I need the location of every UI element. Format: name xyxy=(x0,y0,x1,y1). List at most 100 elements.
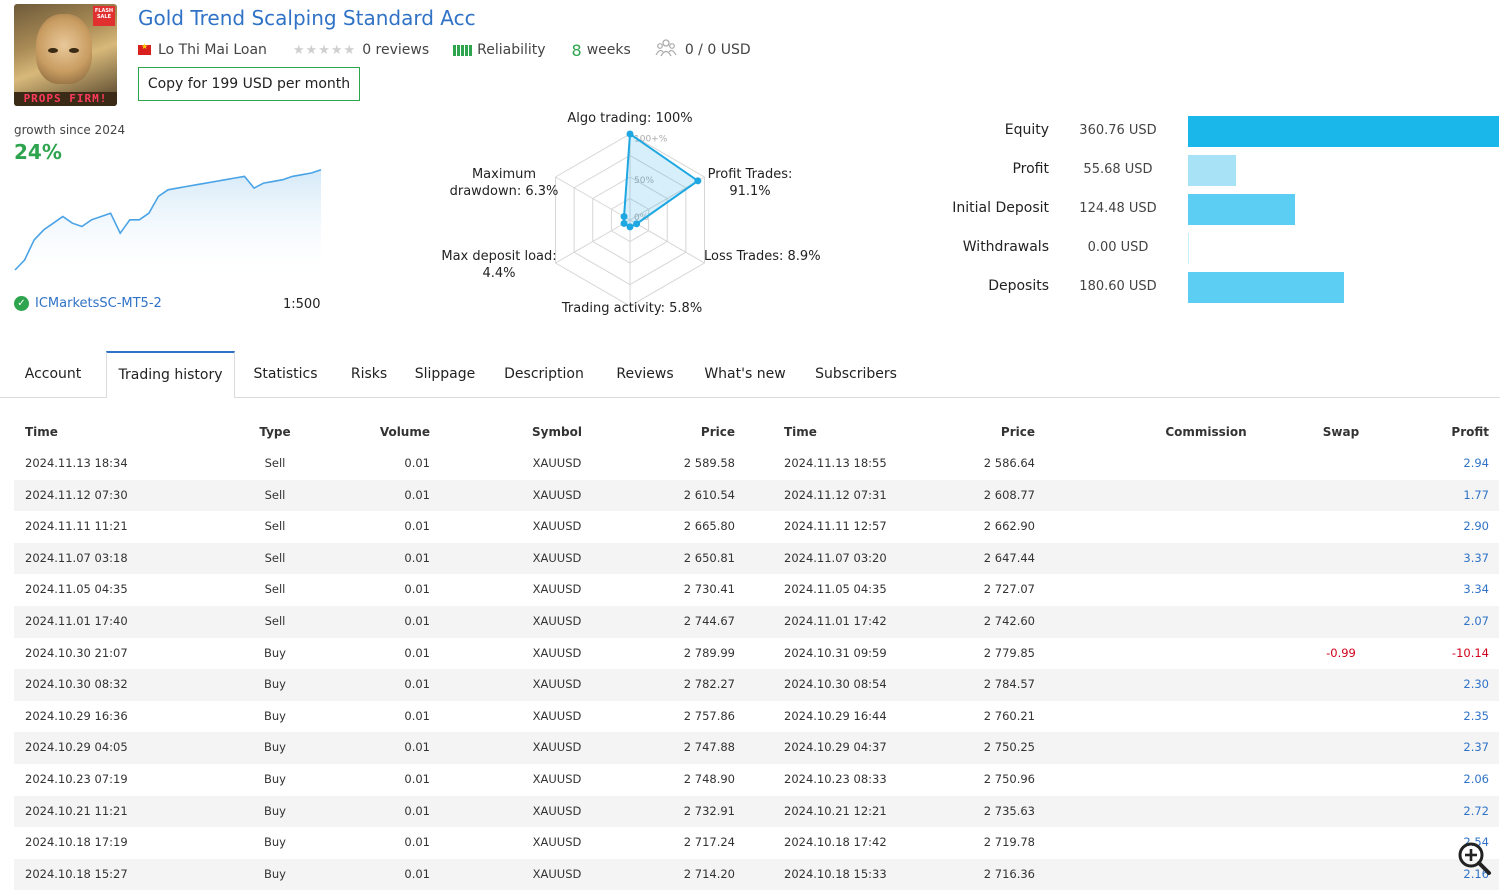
table-cell: Sell xyxy=(264,614,286,628)
table-cell: 2024.10.29 04:37 xyxy=(784,740,887,755)
column-header[interactable]: Type xyxy=(259,425,291,439)
rating-stars-icon: ★★★★★ xyxy=(292,42,357,58)
table-cell: 2.30 xyxy=(1463,677,1489,692)
column-header[interactable]: Commission xyxy=(1165,425,1247,439)
table-cell xyxy=(1146,543,1266,575)
column-header[interactable]: Symbol xyxy=(532,425,582,439)
broker-server[interactable]: ✓ ICMarketsSC-MT5-2 xyxy=(14,296,162,311)
table-cell: XAUUSD xyxy=(532,519,582,534)
table-cell: 2 789.99 xyxy=(683,645,735,660)
column-header[interactable]: Price xyxy=(700,425,735,439)
table-cell: Buy xyxy=(264,677,286,692)
table-cell xyxy=(1281,511,1401,543)
tab-what-s-new[interactable]: What's new xyxy=(704,366,786,382)
table-row: 2024.10.18 17:19 Buy 0.01 XAUUSD 2 717.24 202… xyxy=(14,827,1499,859)
balance-label: Profit xyxy=(1012,161,1049,177)
table-cell xyxy=(1146,701,1266,733)
column-header[interactable]: Volume xyxy=(379,425,430,439)
table-cell: 2.16 xyxy=(1463,866,1489,881)
table-cell: Buy xyxy=(264,835,286,850)
tab-subscribers[interactable]: Subscribers xyxy=(815,366,897,382)
tab-reviews[interactable]: Reviews xyxy=(616,366,674,382)
radar-label-drawdown: Maximum drawdown: 6.3% xyxy=(449,167,559,199)
table-cell: 2 714.20 xyxy=(683,866,735,881)
balance-bar xyxy=(1188,194,1296,225)
radar-label-activity: Trading activity: 5.8% xyxy=(561,301,703,316)
table-cell: 2 750.25 xyxy=(983,740,1035,755)
zoom-in-icon[interactable] xyxy=(1456,840,1492,876)
table-cell xyxy=(1281,606,1401,638)
tab-trading-history[interactable]: Trading history xyxy=(106,351,235,398)
table-cell: 2 608.77 xyxy=(983,487,1035,502)
table-cell: 2024.11.13 18:34 xyxy=(25,456,128,470)
radar-label-loss: Loss Trades: 8.9% xyxy=(704,249,821,264)
table-cell: 0.01 xyxy=(404,835,430,850)
radar-label-algo: Algo trading: 100% xyxy=(567,111,693,126)
table-row: 2024.11.12 07:30 Sell 0.01 XAUUSD 2 610.54 20… xyxy=(14,479,1499,512)
table-cell: 2024.10.18 15:27 xyxy=(25,866,128,881)
tab-account[interactable]: Account xyxy=(24,366,82,382)
growth-label: growth since 2024 xyxy=(14,123,126,137)
tab-statistics[interactable]: Statistics xyxy=(253,366,318,382)
table-cell: 2024.10.18 15:33 xyxy=(784,866,887,881)
table-cell xyxy=(1146,511,1266,543)
tab-description[interactable]: Description xyxy=(504,366,584,382)
signal-title[interactable]: Gold Trend Scalping Standard Acc xyxy=(138,6,476,30)
table-cell: XAUUSD xyxy=(532,708,582,723)
balance-bar xyxy=(1188,233,1189,264)
table-cell: 2 589.58 xyxy=(683,456,735,470)
table-cell: 0.01 xyxy=(404,645,430,660)
table-cell: 2024.11.07 03:18 xyxy=(25,550,128,565)
table-cell: 2 760.21 xyxy=(983,708,1035,723)
table-cell: -0.99 xyxy=(1326,645,1356,660)
balance-bar xyxy=(1188,272,1344,303)
table-cell: 0.01 xyxy=(404,866,430,881)
table-cell xyxy=(1281,574,1401,606)
subscribers-value: 0 / 0 USD xyxy=(684,42,751,58)
table-cell: 2 747.88 xyxy=(683,740,735,755)
table-cell: 2024.11.12 07:31 xyxy=(784,487,887,502)
column-header[interactable]: Swap xyxy=(1322,425,1360,439)
table-cell: 0.01 xyxy=(404,614,430,628)
table-cell xyxy=(1281,669,1401,701)
table-cell xyxy=(1146,859,1266,890)
table-cell: 2 735.63 xyxy=(983,803,1035,818)
tab-risks[interactable]: Risks xyxy=(350,366,388,382)
table-cell: XAUUSD xyxy=(532,740,582,755)
table-cell: Buy xyxy=(264,803,286,818)
table-cell xyxy=(1281,859,1401,890)
column-header[interactable]: Price xyxy=(1000,425,1035,439)
table-cell: Buy xyxy=(264,740,286,755)
column-header[interactable]: Time xyxy=(25,425,58,439)
table-cell: 2 610.54 xyxy=(683,487,735,502)
column-header[interactable]: Profit xyxy=(1451,425,1489,439)
radar-label-profit: Profit Trades: 91.1% xyxy=(707,167,793,199)
table-cell: Buy xyxy=(264,772,286,786)
table-cell xyxy=(1146,764,1266,796)
table-cell: 2 750.96 xyxy=(983,772,1035,786)
balance-label: Deposits xyxy=(988,278,1049,294)
table-cell: 2024.10.18 17:19 xyxy=(25,835,128,850)
table-cell: Sell xyxy=(264,582,286,597)
table-cell: XAUUSD xyxy=(532,772,582,786)
author-name[interactable]: Lo Thi Mai Loan xyxy=(158,42,267,58)
table-cell: 2 586.64 xyxy=(983,456,1035,470)
flash-sale-badge: FLASH SALE xyxy=(93,6,115,26)
table-cell: XAUUSD xyxy=(532,550,582,565)
author-avatar[interactable]: FLASH SALE PROPS FIRM! xyxy=(14,4,117,106)
table-cell: 2024.11.11 12:57 xyxy=(784,519,887,534)
table-cell: 2024.11.01 17:40 xyxy=(25,614,128,628)
balance-value: 124.48 USD xyxy=(1079,201,1157,216)
copy-subscribe-button[interactable]: Copy for 199 USD per month xyxy=(138,67,360,101)
table-row: 2024.10.30 21:07 Buy 0.01 XAUUSD 2 789.99 202… xyxy=(14,638,1499,670)
tab-slippage[interactable]: Slippage xyxy=(414,366,476,382)
table-cell xyxy=(1281,796,1401,828)
column-header[interactable]: Time xyxy=(784,425,817,439)
table-cell: 2 779.85 xyxy=(983,645,1035,660)
reliability-bars-icon xyxy=(453,44,473,56)
table-cell: 2 742.60 xyxy=(983,614,1035,628)
server-name[interactable]: ICMarketsSC-MT5-2 xyxy=(35,296,162,311)
table-cell xyxy=(1146,574,1266,606)
radar-point xyxy=(620,213,628,221)
reviews-link[interactable]: 0 reviews xyxy=(362,42,430,58)
